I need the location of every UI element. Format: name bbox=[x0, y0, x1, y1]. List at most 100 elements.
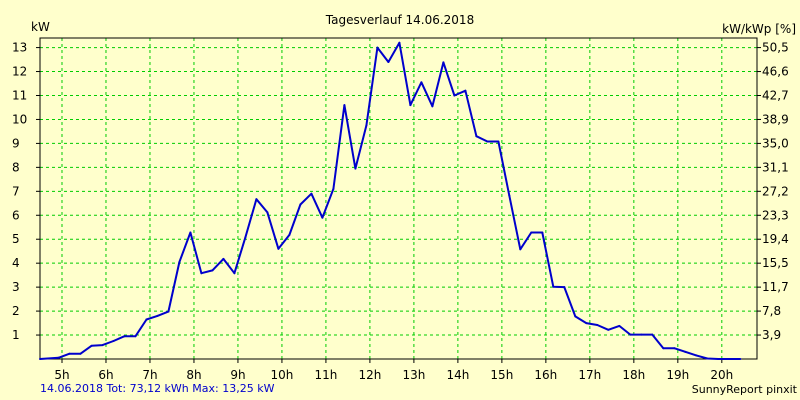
data-point-0-61 bbox=[717, 358, 720, 360]
y-left-tick-label-5: 6 bbox=[12, 208, 20, 222]
x-tick-label-10: 15h bbox=[490, 368, 513, 382]
data-point-0-47 bbox=[563, 286, 566, 289]
data-point-0-18 bbox=[244, 236, 247, 239]
data-point-0-57 bbox=[673, 347, 676, 350]
data-point-0-52 bbox=[618, 324, 621, 327]
y-left-tick-label-12: 13 bbox=[12, 41, 27, 55]
y-left-tick-label-2: 3 bbox=[12, 280, 20, 294]
data-point-0-37 bbox=[453, 94, 456, 97]
y-right-tick-label-4: 19,4 bbox=[762, 232, 789, 246]
x-tick-label-2: 7h bbox=[142, 368, 157, 382]
y-left-tick-label-8: 9 bbox=[12, 136, 20, 150]
data-point-0-24 bbox=[310, 192, 313, 195]
y-left-tick-label-3: 4 bbox=[12, 256, 20, 270]
data-point-0-63 bbox=[739, 358, 742, 360]
y-left-tick-label-7: 8 bbox=[12, 160, 20, 174]
data-point-0-55 bbox=[651, 333, 654, 336]
data-point-0-40 bbox=[486, 140, 489, 143]
x-tick-label-0: 5h bbox=[54, 368, 69, 382]
y-left-tick-label-1: 2 bbox=[12, 304, 20, 318]
data-point-0-14 bbox=[200, 272, 203, 275]
y-right-tick-label-12: 50,5 bbox=[762, 41, 789, 55]
data-point-0-22 bbox=[288, 233, 291, 236]
y-right-tick-label-10: 42,7 bbox=[762, 88, 789, 102]
data-point-0-26 bbox=[332, 187, 335, 190]
plot-frame bbox=[39, 37, 758, 360]
y-right-tick-label-5: 23,3 bbox=[762, 208, 789, 222]
footer-brand: SunnyReport pinxit bbox=[691, 383, 797, 396]
data-point-0-34 bbox=[420, 81, 423, 84]
x-tick-label-7: 12h bbox=[358, 368, 381, 382]
data-point-0-58 bbox=[684, 350, 687, 353]
data-point-0-4 bbox=[90, 344, 93, 347]
x-axis-ticks: 5h 6h 7h 8h 9h 10h 11h 12h 13h 14h 15h 16h 17h 18h 19h… bbox=[54, 359, 733, 382]
data-point-0-50 bbox=[596, 323, 599, 326]
x-tick-label-5: 10h bbox=[270, 368, 293, 382]
data-point-0-56 bbox=[662, 347, 665, 350]
data-point-0-46 bbox=[552, 285, 555, 288]
x-tick-label-11: 16h bbox=[534, 368, 557, 382]
y-left-tick-label-9: 10 bbox=[12, 112, 27, 126]
data-point-0-44 bbox=[530, 231, 533, 234]
y-right-tick-label-6: 27,2 bbox=[762, 184, 789, 198]
y-left-tick-label-6: 7 bbox=[12, 184, 20, 198]
y-right-tick-label-0: 3,9 bbox=[762, 328, 781, 342]
x-tick-label-1: 6h bbox=[98, 368, 113, 382]
data-point-0-15 bbox=[211, 269, 214, 272]
data-point-0-10 bbox=[156, 314, 159, 317]
data-point-0-60 bbox=[706, 357, 709, 360]
data-point-0-21 bbox=[277, 247, 280, 250]
data-point-0-8 bbox=[134, 335, 137, 338]
data-point-0-42 bbox=[508, 194, 511, 197]
x-tick-label-8: 13h bbox=[402, 368, 425, 382]
y-right-tick-label-7: 31,1 bbox=[762, 160, 789, 174]
data-point-0-20 bbox=[266, 211, 269, 214]
data-point-0-45 bbox=[541, 231, 544, 234]
data-point-0-32 bbox=[398, 41, 401, 44]
data-point-0-19 bbox=[255, 198, 258, 201]
y-right-tick-label-11: 46,6 bbox=[762, 65, 789, 79]
data-point-0-7 bbox=[123, 335, 126, 338]
data-point-0-6 bbox=[112, 340, 115, 343]
data-point-0-33 bbox=[409, 104, 412, 107]
data-point-0-41 bbox=[497, 140, 500, 143]
grid bbox=[40, 38, 757, 359]
data-point-0-1 bbox=[57, 356, 60, 359]
data-point-0-62 bbox=[728, 358, 731, 360]
data-point-0-23 bbox=[299, 203, 302, 206]
data-point-0-25 bbox=[321, 216, 324, 219]
x-tick-label-9: 14h bbox=[446, 368, 469, 382]
data-point-0-27 bbox=[343, 104, 346, 107]
data-point-0-3 bbox=[79, 352, 82, 355]
data-point-0-30 bbox=[376, 46, 379, 49]
data-point-0-5 bbox=[101, 344, 104, 347]
y-right-tick-label-9: 38,9 bbox=[762, 112, 789, 126]
y-left-tick-label-11: 12 bbox=[12, 65, 27, 79]
x-tick-label-12: 17h bbox=[578, 368, 601, 382]
x-tick-label-13: 18h bbox=[622, 368, 645, 382]
data-point-0-2 bbox=[68, 352, 71, 355]
x-tick-label-15: 20h bbox=[710, 368, 733, 382]
series-layer bbox=[39, 41, 742, 360]
data-point-0-43 bbox=[519, 248, 522, 251]
data-point-0-49 bbox=[585, 322, 588, 325]
data-point-0-16 bbox=[222, 257, 225, 260]
data-point-0-48 bbox=[574, 315, 577, 318]
data-point-0-53 bbox=[629, 333, 632, 336]
y-left-tick-label-0: 1 bbox=[12, 328, 20, 342]
y-right-tick-label-2: 11,7 bbox=[762, 280, 789, 294]
data-point-0-12 bbox=[178, 260, 181, 263]
y-axis-right-ticks: 3,9 7,8 11,7 15,5 19,4 23,3 27,2 31,1 35,0 38,9 42… bbox=[757, 41, 789, 342]
data-point-0-36 bbox=[442, 61, 445, 64]
data-point-0-59 bbox=[695, 354, 698, 357]
data-point-0-17 bbox=[233, 272, 236, 275]
y-right-tick-label-1: 7,8 bbox=[762, 304, 781, 318]
data-point-0-9 bbox=[145, 318, 148, 321]
data-point-0-29 bbox=[365, 124, 368, 127]
data-point-0-11 bbox=[167, 310, 170, 313]
y-left-tick-label-4: 5 bbox=[12, 232, 20, 246]
y-right-tick-label-8: 35,0 bbox=[762, 136, 789, 150]
